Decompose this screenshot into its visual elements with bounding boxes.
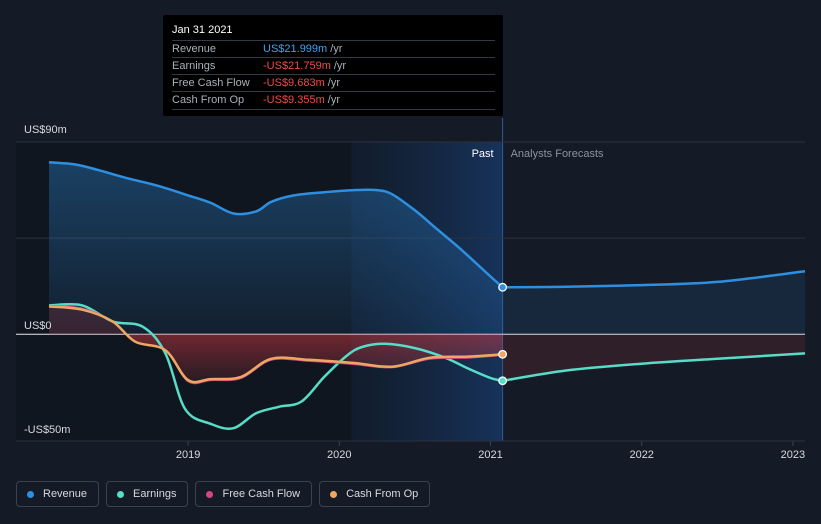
tooltip-unit: /yr: [327, 94, 340, 106]
earnings-forecast-line: [502, 352, 806, 383]
tooltip-value: -US$9.355m/yr: [263, 92, 340, 109]
legend-item-cash-from-op[interactable]: Cash From Op: [319, 481, 431, 507]
tooltip-unit: /yr: [333, 60, 347, 72]
tooltip-number: -US$21.759m: [263, 60, 331, 72]
tooltip-unit: /yr: [330, 43, 343, 55]
free-cash-flow-area-positive: [49, 305, 503, 335]
tooltip-number: US$21.999m: [263, 43, 328, 55]
x-tick-label: 2021: [478, 449, 502, 461]
tooltip-row-revenue: Revenue US$21.999m/yr: [172, 40, 495, 58]
legend-label: Revenue: [43, 488, 88, 500]
cash-from-op-dot-icon: [330, 490, 338, 498]
free-cash-flow-dot-icon: [206, 490, 214, 498]
forecast-label: Analysts Forecasts: [511, 148, 604, 160]
tooltip-unit: /yr: [327, 77, 340, 89]
tooltip-number: -US$9.355m: [263, 94, 325, 106]
cash-from-op-line: [48, 305, 503, 384]
y-tick-label: US$0: [24, 320, 52, 332]
tooltip-row-earnings: Earnings -US$21.759m/yr: [172, 57, 495, 75]
legend-label: Cash From Op: [346, 488, 419, 500]
tooltip-value: -US$9.683m/yr: [263, 75, 340, 92]
earnings-dot-icon: [117, 490, 125, 498]
legend-item-revenue[interactable]: Revenue: [16, 481, 100, 507]
tooltip-row-cash-from-op: Cash From Op -US$9.355m/yr: [172, 91, 495, 110]
revenue-area: [49, 162, 503, 335]
earnings-marker: [498, 376, 508, 386]
tooltip-date: Jan 31 2021: [172, 24, 233, 36]
revenue-line: [48, 161, 504, 289]
cash-from-op-marker: [498, 349, 508, 359]
revenue-dot-icon: [27, 490, 34, 498]
tooltip-label: Cash From Op: [172, 94, 245, 106]
legend-label: Free Cash Flow: [222, 488, 301, 500]
past-label: Past: [472, 148, 494, 160]
revenue-forecast-line: [502, 269, 806, 289]
legend-label: Earnings: [133, 488, 177, 500]
x-tick-label: 2023: [781, 449, 805, 461]
tooltip-number: -US$9.683m: [263, 77, 325, 89]
tooltip-value: -US$21.759m/yr: [263, 58, 346, 75]
legend: Revenue Earnings Free Cash Flow Cash Fro…: [16, 481, 431, 507]
tooltip: Jan 31 2021 Revenue US$21.999m/yr Earnin…: [163, 15, 503, 116]
y-tick-label: US$90m: [24, 124, 67, 136]
x-tick-label: 2020: [327, 449, 351, 461]
tooltip-label: Revenue: [172, 43, 217, 55]
revenue-forecast-area: [502, 271, 805, 335]
tooltip-label: Free Cash Flow: [172, 77, 250, 89]
x-tick-label: 2022: [629, 449, 653, 461]
tooltip-label: Earnings: [172, 60, 216, 72]
y-tick-label: -US$50m: [24, 424, 70, 436]
tooltip-row-free-cash-flow: Free Cash Flow -US$9.683m/yr: [172, 74, 495, 92]
tooltip-value: US$21.999m/yr: [263, 41, 342, 58]
revenue-marker: [498, 282, 508, 292]
x-tick-label: 2019: [176, 449, 200, 461]
legend-item-earnings[interactable]: Earnings: [106, 481, 189, 507]
legend-item-free-cash-flow[interactable]: Free Cash Flow: [195, 481, 313, 507]
earnings-forecast-area: [502, 334, 805, 381]
